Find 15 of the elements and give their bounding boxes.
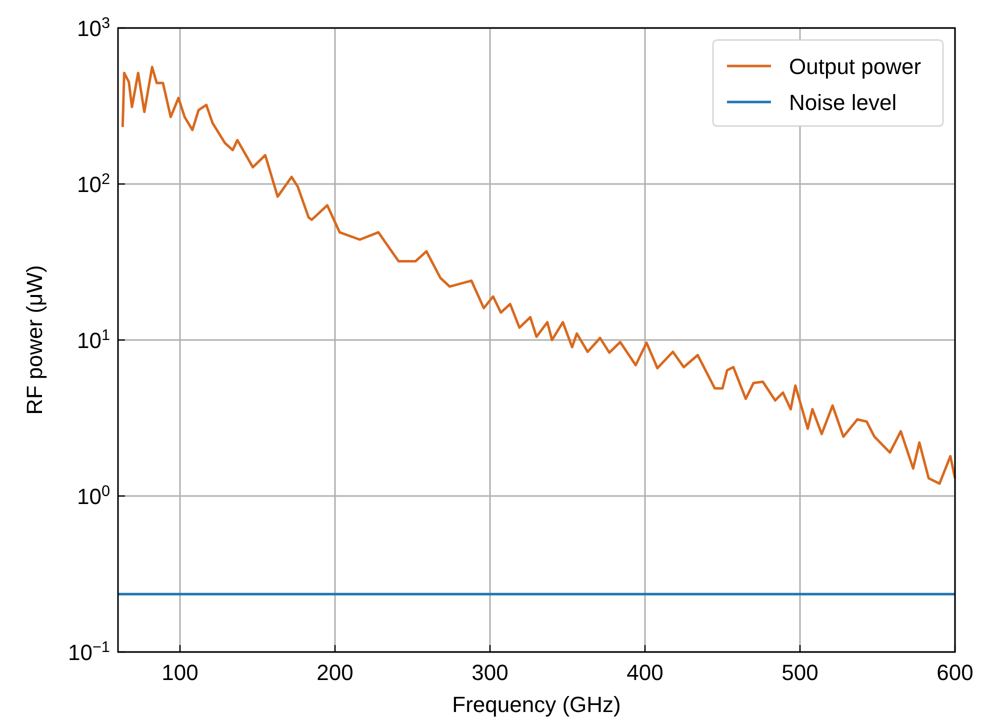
legend-label: Output power: [789, 54, 922, 79]
legend-label: Noise level: [789, 90, 897, 115]
y-tick-label: 10$^{0}$: [76, 482, 110, 509]
y-axis-title: RF power (μW): [22, 265, 47, 415]
y-tick-label: 10$^{2}$: [76, 170, 110, 197]
y-tick-label: 10$^{1}$: [76, 326, 110, 353]
x-tick-label: 500: [782, 660, 818, 685]
x-tick-label: 200: [316, 660, 354, 685]
y-tick-label: 10$^{3}$: [76, 14, 110, 41]
x-axis-title: Frequency (GHz): [452, 692, 621, 717]
x-tick-label: 600: [936, 660, 974, 685]
x-tick-label: 400: [626, 660, 664, 685]
x-tick-label: 300: [472, 660, 508, 685]
x-tick-label: 100: [162, 660, 198, 685]
y-tick-label: 10$^{−1}$: [68, 638, 110, 665]
